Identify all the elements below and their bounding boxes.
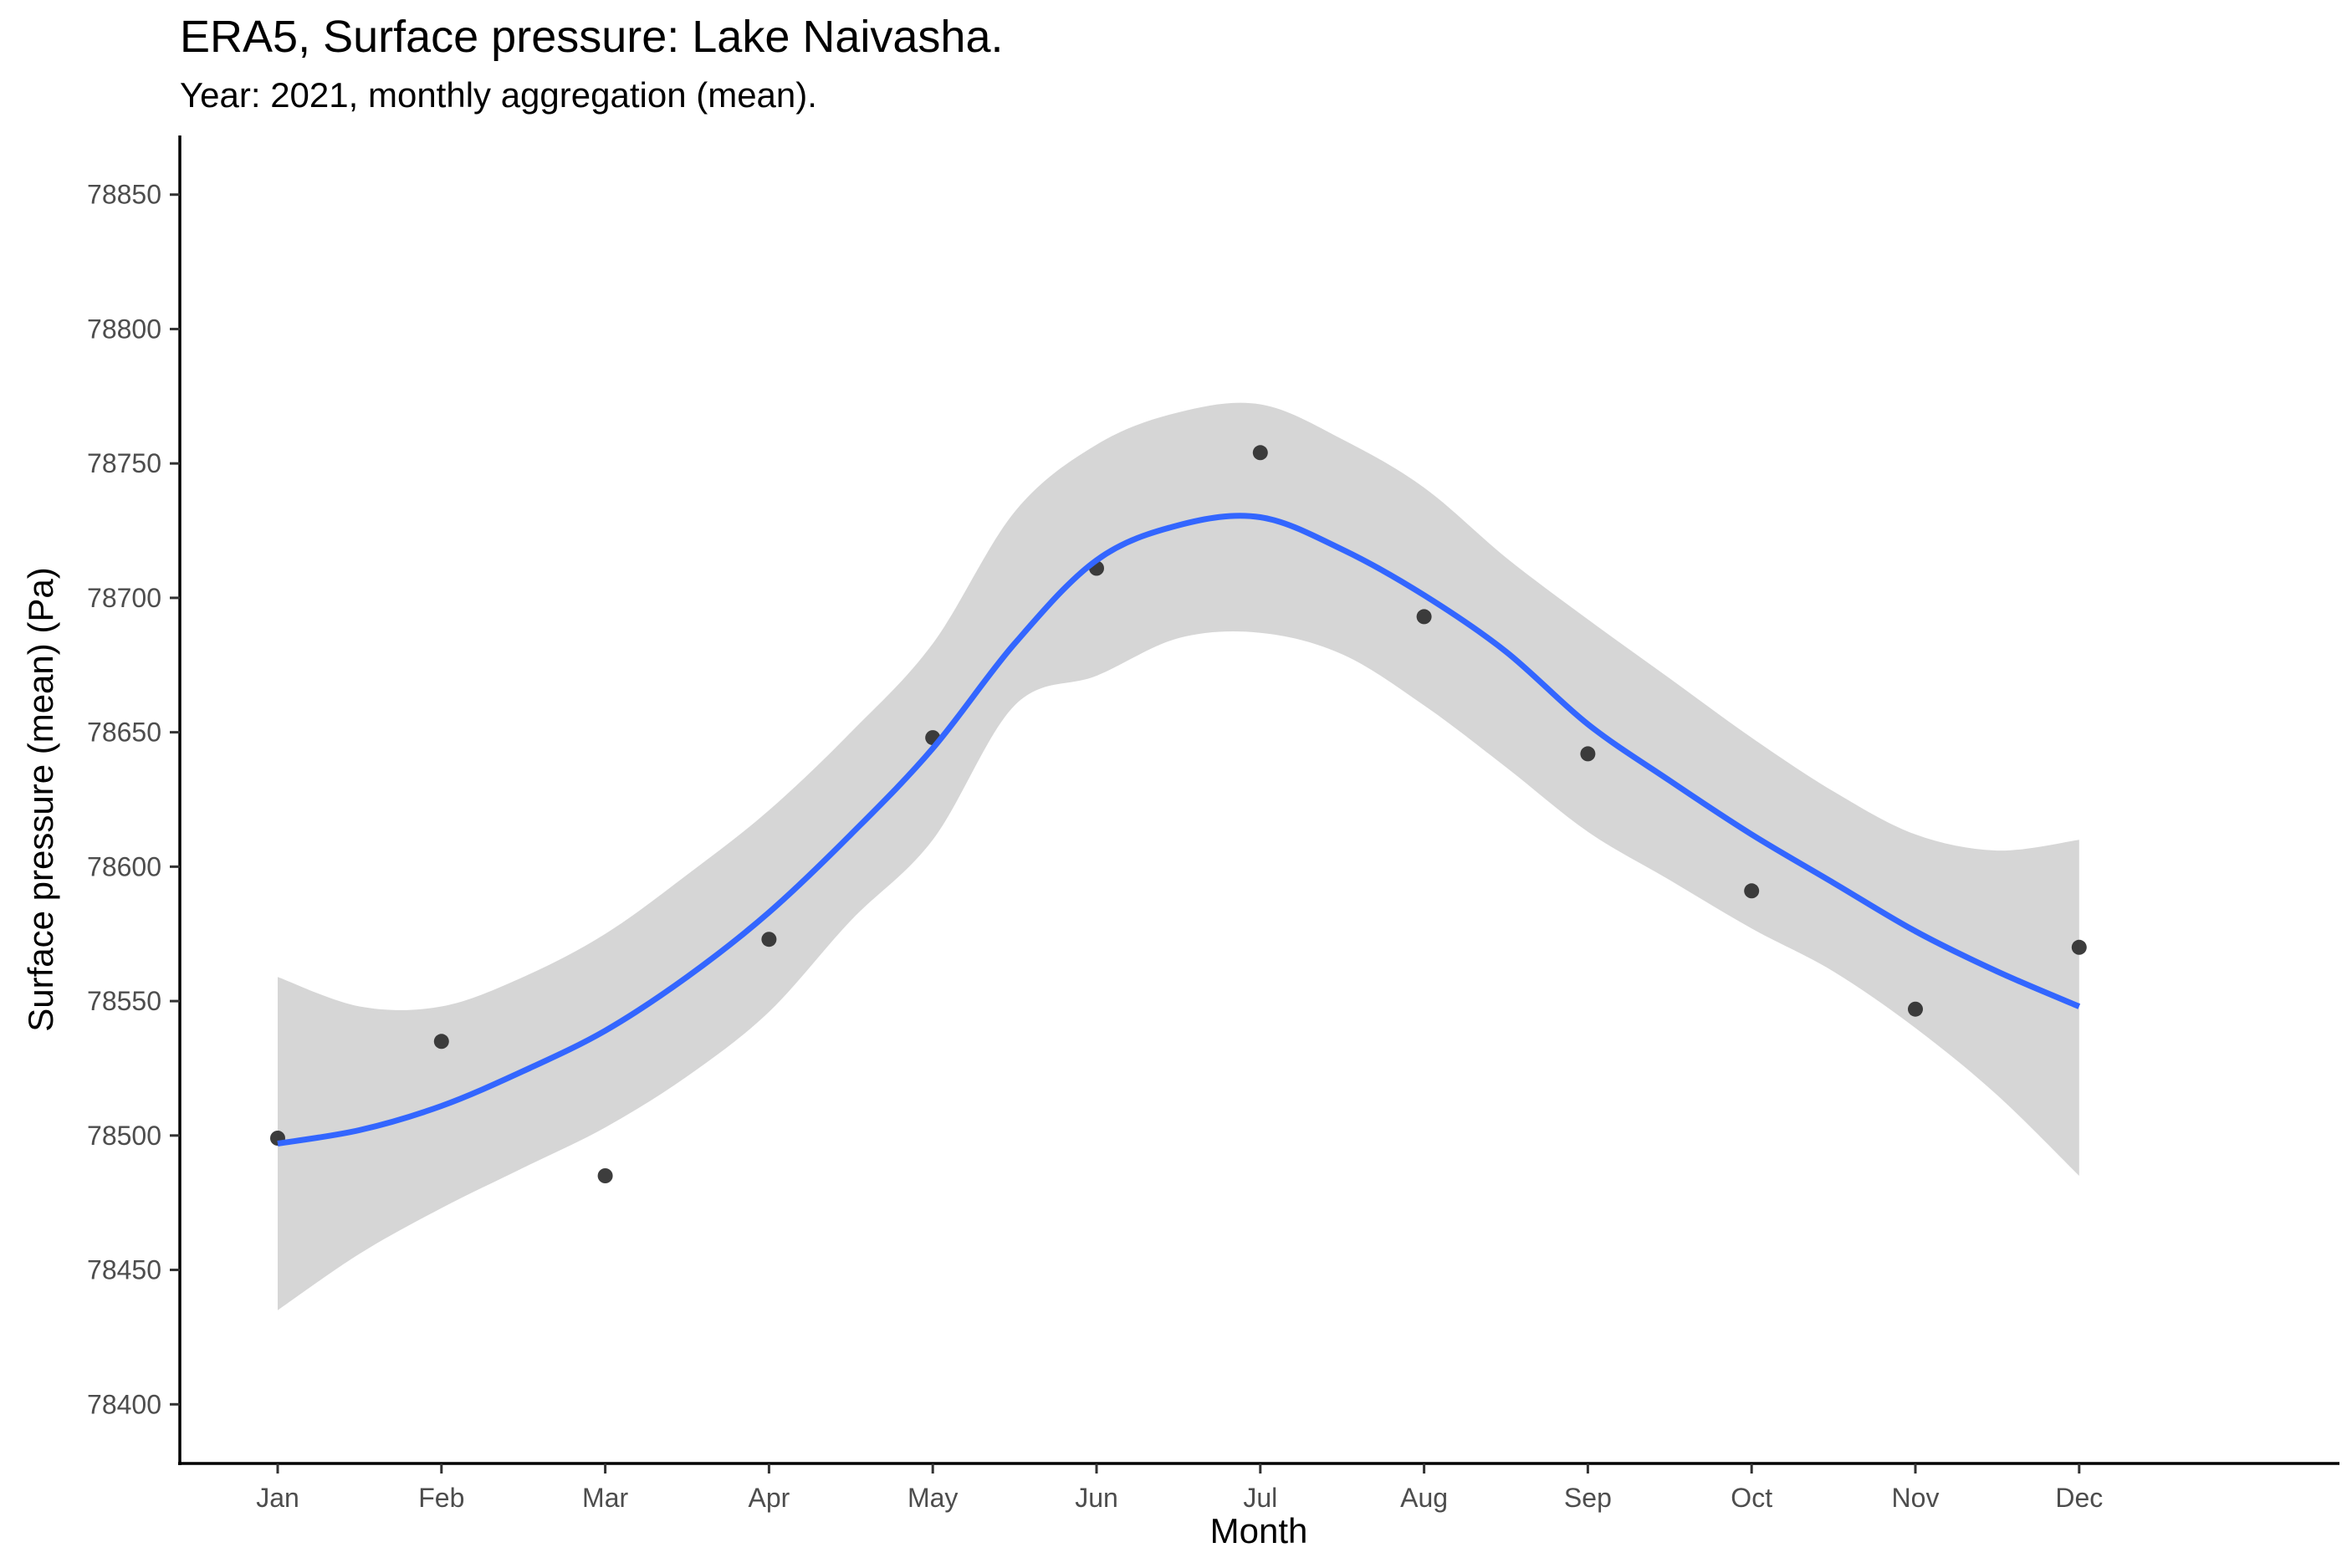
x-tick-label-mar: Mar: [582, 1483, 628, 1513]
x-tick-label-dec: Dec: [2055, 1483, 2103, 1513]
x-tick-label-jul: Jul: [1243, 1483, 1277, 1513]
smooth-trend-line: [277, 513, 2081, 1147]
data-point-oct: [1744, 883, 1760, 899]
y-tick-label: 78750: [87, 448, 161, 478]
x-axis-title: Month: [1210, 1511, 1308, 1550]
y-tick-label: 78650: [87, 718, 161, 748]
x-tick-label-sep: Sep: [1564, 1483, 1612, 1513]
y-tick-label: 78700: [87, 583, 161, 613]
y-tick-label: 78850: [87, 180, 161, 210]
x-axis: Jan Feb Mar Apr May Jun Jul Aug Sep Oct Nov Dec: [256, 1463, 2103, 1513]
confidence-band: [278, 402, 2079, 1310]
x-tick-label-apr: Apr: [749, 1483, 790, 1513]
plot-area: [270, 402, 2087, 1310]
y-axis: 78400 78450 78500 78550 78600 78650 78700 78750…: [87, 180, 180, 1419]
x-tick-label-jun: Jun: [1075, 1483, 1118, 1513]
x-tick-label-may: May: [908, 1483, 958, 1513]
data-point-dec: [2071, 939, 2087, 955]
data-point-aug: [1416, 609, 1432, 625]
y-tick-label: 78400: [87, 1389, 161, 1419]
data-point-feb: [433, 1034, 449, 1050]
x-tick-label-nov: Nov: [1892, 1483, 1940, 1513]
x-tick-label-jan: Jan: [256, 1483, 299, 1513]
y-tick-label: 78600: [87, 851, 161, 881]
y-tick-label: 78500: [87, 1121, 161, 1151]
data-point-nov: [1908, 1001, 1923, 1017]
y-tick-label: 78800: [87, 314, 161, 344]
chart-title: ERA5, Surface pressure: Lake Naivasha.: [180, 12, 1004, 62]
data-point-apr: [761, 932, 777, 947]
y-tick-label: 78450: [87, 1255, 161, 1285]
data-point-sep: [1580, 746, 1596, 762]
data-point-mar: [597, 1168, 613, 1183]
y-axis-title: Surface pressure (mean) (Pa): [21, 567, 60, 1032]
x-tick-label-aug: Aug: [1400, 1483, 1448, 1513]
y-tick-label: 78550: [87, 986, 161, 1016]
data-point-jul: [1252, 445, 1268, 461]
x-tick-label-oct: Oct: [1731, 1483, 1772, 1513]
chart-subtitle: Year: 2021, monthly aggregation (mean).: [180, 75, 817, 115]
x-tick-label-feb: Feb: [418, 1483, 464, 1513]
